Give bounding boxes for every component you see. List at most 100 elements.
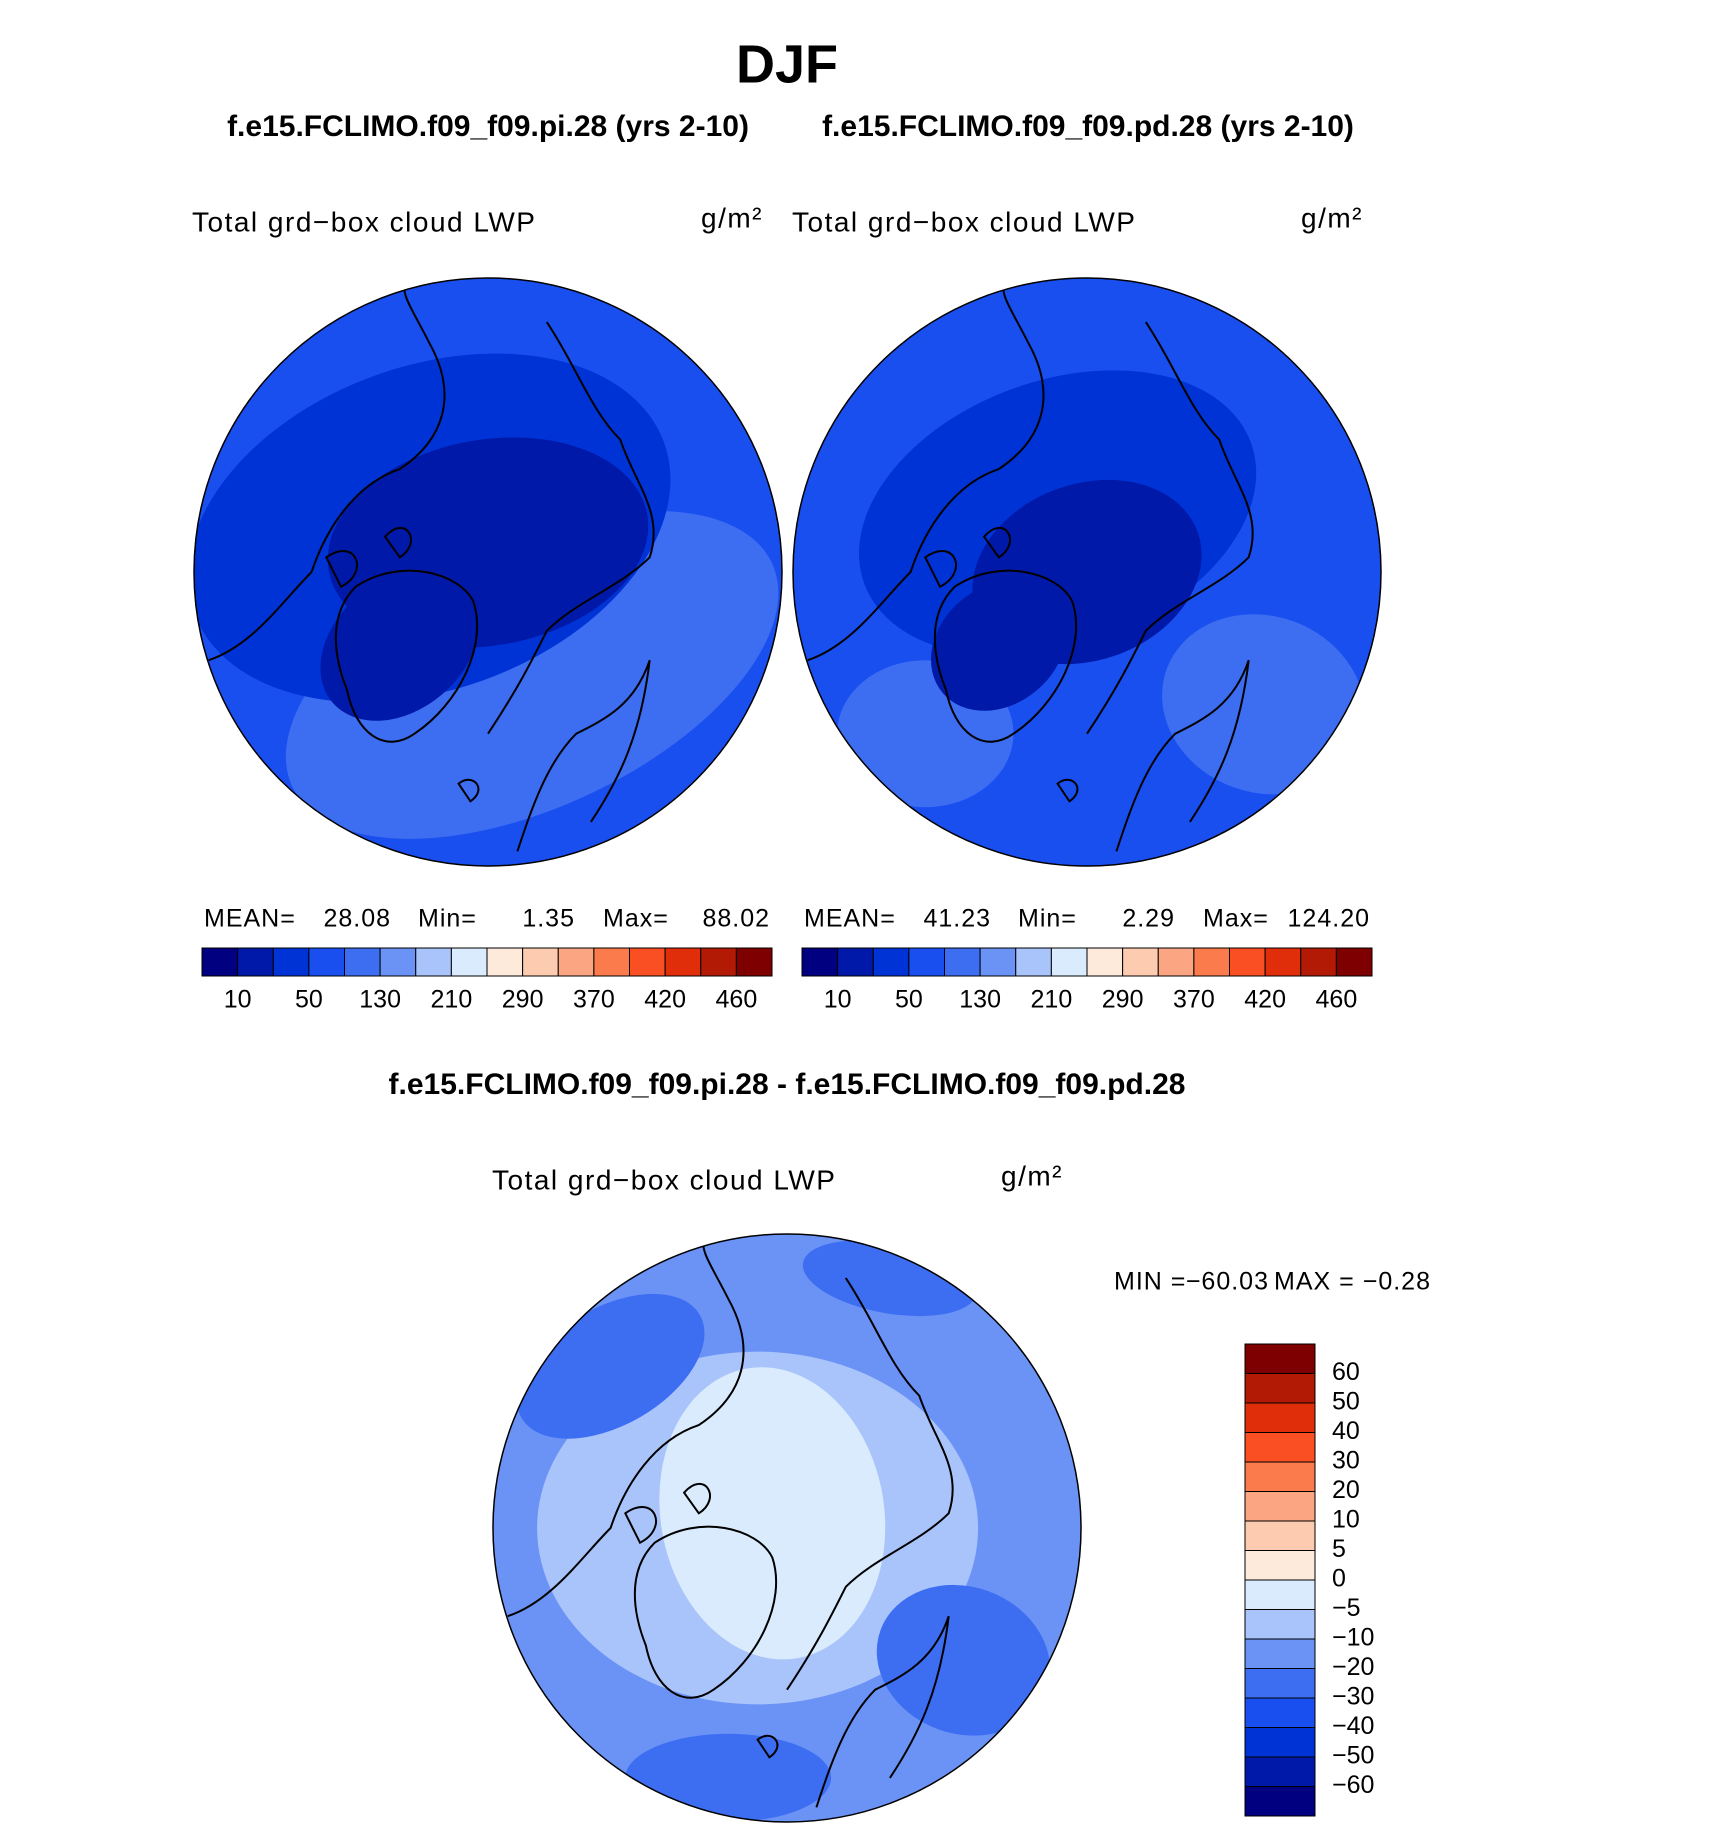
colorbar-label: −60 bbox=[1332, 1771, 1374, 1799]
stat-value: 124.20 bbox=[1288, 905, 1370, 933]
map-border bbox=[193, 277, 783, 867]
stat-value: −60.03 bbox=[1186, 1268, 1269, 1296]
map bbox=[493, 1234, 1081, 1822]
colorbar-box bbox=[557, 947, 595, 977]
colorbar-label: 10 bbox=[824, 986, 852, 1014]
coastline bbox=[633, 1525, 778, 1699]
contour-region bbox=[659, 1367, 886, 1660]
colorbar-box bbox=[201, 947, 239, 977]
colorbar-label: 50 bbox=[895, 986, 923, 1014]
map bbox=[793, 278, 1381, 866]
colorbar-label: 50 bbox=[295, 986, 323, 1014]
coastline bbox=[208, 283, 446, 662]
units: g/m² bbox=[701, 202, 763, 233]
coastline bbox=[507, 1239, 745, 1618]
coastline bbox=[815, 1615, 950, 1808]
coastline bbox=[457, 778, 480, 803]
coastline bbox=[756, 1734, 779, 1759]
colorbar-box bbox=[1050, 947, 1088, 977]
colorbar-label: 420 bbox=[1244, 986, 1286, 1014]
colorbar-box bbox=[1244, 1697, 1316, 1728]
coastline bbox=[682, 1483, 711, 1515]
colorbar-box bbox=[837, 947, 874, 977]
colorbar-box bbox=[1244, 1550, 1316, 1581]
colorbar-box bbox=[1244, 1343, 1316, 1374]
coastline bbox=[807, 283, 1045, 662]
coastline bbox=[982, 527, 1011, 559]
map-border bbox=[492, 1233, 1082, 1823]
colorbar-box bbox=[1193, 947, 1230, 977]
panel-title: Total grd−box cloud LWP bbox=[492, 1164, 836, 1195]
stat-label: MEAN= bbox=[204, 905, 296, 933]
colorbar-label: −10 bbox=[1332, 1624, 1374, 1652]
coastline bbox=[383, 527, 412, 559]
difference-title: f.e15.FCLIMO.f09_f09.pi.28 - f.e15.FCLIM… bbox=[389, 1068, 1186, 1101]
colorbar-box bbox=[450, 947, 488, 977]
coastline bbox=[516, 659, 651, 852]
colorbar-box bbox=[1015, 947, 1052, 977]
panel-title: Total grd−box cloud LWP bbox=[192, 206, 536, 237]
colorbar-label: 0 bbox=[1332, 1565, 1346, 1593]
colorbar-box bbox=[1157, 947, 1195, 977]
colorbar-box bbox=[522, 947, 559, 977]
stat-value: 1.35 bbox=[522, 905, 575, 933]
colorbar-label: 290 bbox=[502, 986, 544, 1014]
colorbar-box bbox=[308, 947, 345, 977]
coastline bbox=[1086, 321, 1254, 735]
stat-value: 2.29 bbox=[1122, 905, 1175, 933]
colorbar-box bbox=[272, 947, 310, 977]
contour-region bbox=[930, 580, 1067, 711]
colorbar-box bbox=[1244, 1491, 1316, 1522]
colorbar-box bbox=[1244, 1609, 1316, 1640]
colorbar-label: 50 bbox=[1332, 1388, 1360, 1416]
units: g/m² bbox=[1001, 1160, 1063, 1191]
coastline bbox=[1115, 659, 1250, 852]
colorbar-box bbox=[1244, 1402, 1316, 1433]
colorbar-label: 130 bbox=[959, 986, 1001, 1014]
figure-title: DJF bbox=[736, 34, 838, 94]
stat-label: Max= bbox=[1203, 905, 1269, 933]
coastline bbox=[1056, 778, 1079, 803]
colorbar-label: 10 bbox=[224, 986, 252, 1014]
colorbar-box bbox=[1335, 947, 1373, 977]
map bbox=[194, 278, 782, 866]
colorbar-box bbox=[1122, 947, 1159, 977]
map-border bbox=[792, 277, 1382, 867]
colorbar-label: 210 bbox=[431, 986, 473, 1014]
contour-region bbox=[876, 1584, 1051, 1736]
coastline bbox=[786, 1277, 954, 1691]
colorbar-label: 130 bbox=[359, 986, 401, 1014]
stat-label: MIN = bbox=[1114, 1268, 1186, 1296]
stat-value: 88.02 bbox=[702, 905, 770, 933]
colorbar-label: 40 bbox=[1332, 1417, 1360, 1445]
colorbar-box bbox=[379, 947, 417, 977]
subtitle: f.e15.FCLIMO.f09_f09.pi.28 (yrs 2-10) bbox=[227, 110, 749, 143]
colorbar-box bbox=[979, 947, 1017, 977]
colorbar-box bbox=[415, 947, 452, 977]
contour-region bbox=[320, 570, 480, 721]
colorbar-box bbox=[944, 947, 981, 977]
coastline bbox=[924, 550, 957, 589]
colorbar-label: 10 bbox=[1332, 1506, 1360, 1534]
colorbar-label: 290 bbox=[1102, 986, 1144, 1014]
stat-label: Min= bbox=[418, 905, 477, 933]
stat-value: 41.23 bbox=[923, 905, 991, 933]
colorbar-box bbox=[593, 947, 630, 977]
colorbar-box bbox=[1244, 1756, 1316, 1787]
contour-region bbox=[1162, 614, 1365, 795]
subtitle: f.e15.FCLIMO.f09_f09.pd.28 (yrs 2-10) bbox=[822, 110, 1354, 143]
colorbar-box bbox=[1244, 1668, 1316, 1699]
colorbar-box bbox=[344, 947, 381, 977]
colorbar-label: 460 bbox=[716, 986, 758, 1014]
colorbar-box bbox=[1244, 1461, 1316, 1492]
colorbar-box bbox=[664, 947, 702, 977]
colorbar-box bbox=[1244, 1373, 1316, 1404]
colorbar-box bbox=[1086, 947, 1124, 977]
colorbar-label: 210 bbox=[1031, 986, 1073, 1014]
colorbar-label: −30 bbox=[1332, 1683, 1374, 1711]
colorbar-box bbox=[1300, 947, 1337, 977]
colorbar-label: 5 bbox=[1332, 1535, 1346, 1563]
coastline bbox=[624, 1506, 657, 1545]
